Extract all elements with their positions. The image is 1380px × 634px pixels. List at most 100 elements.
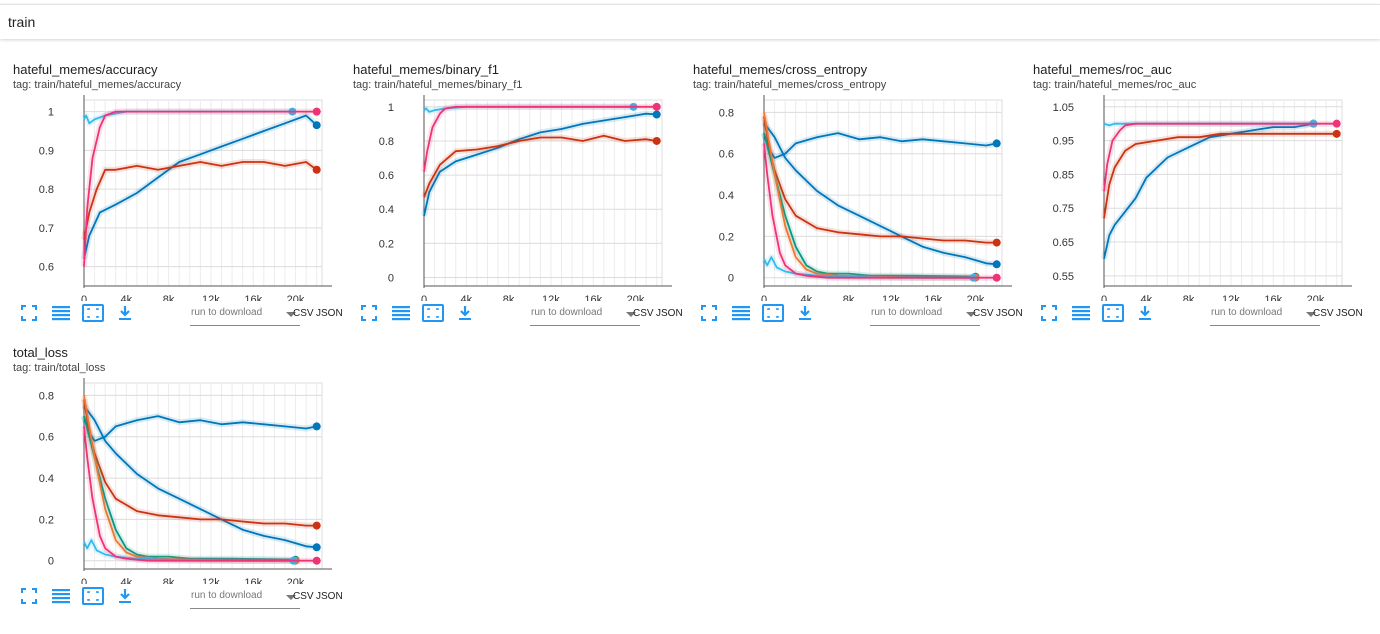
chart-plot[interactable]: 0 0.2 0.4 0.6 0.8 0 4k 8k 12k 16k 20k xyxy=(680,56,1015,301)
chart-toolbar: run to download CSV JSON xyxy=(0,303,343,333)
plot-area xyxy=(423,99,663,287)
fit-domain-button[interactable] xyxy=(81,303,105,327)
x-tick-label: 12k xyxy=(882,294,900,301)
run-download-select[interactable]: run to download xyxy=(190,588,300,609)
x-tick-label: 16k xyxy=(1264,294,1282,301)
fullscreen-button[interactable] xyxy=(357,303,381,327)
fit-domain-button[interactable] xyxy=(421,303,445,327)
fit-domain-icon xyxy=(82,586,104,610)
series-line xyxy=(83,415,317,442)
x-tick-label: 20k xyxy=(1307,294,1325,301)
x-tick-label: 0 xyxy=(761,294,767,301)
csv-link[interactable]: CSV xyxy=(633,308,654,319)
y-tick-label: 0.65 xyxy=(1053,237,1074,249)
json-link[interactable]: JSON xyxy=(316,308,343,319)
log-scale-button[interactable] xyxy=(49,586,73,610)
series-end-point xyxy=(312,121,321,130)
download-icon xyxy=(458,305,472,326)
log-scale-icon xyxy=(732,305,750,326)
log-scale-button[interactable] xyxy=(49,303,73,327)
log-scale-button[interactable] xyxy=(389,303,413,327)
fullscreen-button[interactable] xyxy=(697,303,721,327)
download-icon xyxy=(118,305,132,326)
fullscreen-icon xyxy=(701,304,717,326)
run-download-select[interactable]: run to download xyxy=(1210,305,1320,326)
y-tick-label: 0.4 xyxy=(379,204,394,216)
fit-domain-button[interactable] xyxy=(761,303,785,327)
chevron-down-icon xyxy=(286,312,296,317)
fullscreen-icon xyxy=(1041,304,1057,326)
download-button[interactable] xyxy=(1133,303,1157,327)
chart-tag: tag: train/hateful_memes/cross_entropy xyxy=(693,79,887,91)
x-tick-label: 0 xyxy=(1101,294,1107,301)
run-download-select[interactable]: run to download xyxy=(870,305,980,326)
fullscreen-button[interactable] xyxy=(1037,303,1061,327)
fullscreen-button[interactable] xyxy=(17,303,41,327)
series-line xyxy=(423,105,657,172)
fit-domain-button[interactable] xyxy=(81,586,105,610)
series-line xyxy=(83,426,317,562)
chart-plot[interactable]: 0 0.2 0.4 0.6 0.8 1 0 4k 8k 12k 16k 20k xyxy=(340,56,675,301)
y-tick-label: 0.8 xyxy=(39,184,54,196)
y-tick-label: 0.4 xyxy=(39,473,54,485)
section-title: train xyxy=(8,14,36,30)
series-line xyxy=(763,132,997,159)
series-end-point xyxy=(1332,119,1341,128)
series-end-point xyxy=(312,422,321,431)
download-button[interactable] xyxy=(113,303,137,327)
y-tick-label: 0 xyxy=(48,556,54,568)
series-end-point xyxy=(992,273,1001,282)
chevron-down-icon xyxy=(966,312,976,317)
run-download-placeholder: run to download xyxy=(871,307,943,318)
csv-link[interactable]: CSV xyxy=(293,308,314,319)
chart-card: hateful_memes/accuracy tag: train/hateful… xyxy=(0,56,343,341)
log-scale-button[interactable] xyxy=(729,303,753,327)
series-line xyxy=(1103,122,1337,192)
csv-link[interactable]: CSV xyxy=(1313,308,1334,319)
section-header[interactable]: train xyxy=(0,4,1380,39)
x-tick-label: 16k xyxy=(924,294,942,301)
json-link[interactable]: JSON xyxy=(316,591,343,602)
fit-domain-icon xyxy=(82,303,104,327)
x-tick-label: 20k xyxy=(627,294,645,301)
download-button[interactable] xyxy=(453,303,477,327)
chart-tag: tag: train/hateful_memes/binary_f1 xyxy=(353,79,523,91)
plot-area xyxy=(763,99,1003,287)
json-link[interactable]: JSON xyxy=(656,308,683,319)
chart-plot[interactable]: 0.55 0.65 0.75 0.85 0.95 1.05 0 4k 8k 12k 16k 20k xyxy=(1020,56,1355,301)
run-download-select[interactable]: run to download xyxy=(530,305,640,326)
y-tick-label: 0.85 xyxy=(1053,169,1074,181)
chart-plot[interactable]: 0.6 0.7 0.8 0.9 1 0 4k 8k 12k 16k 20k xyxy=(0,56,335,301)
y-tick-label: 0 xyxy=(728,273,734,285)
x-tick-label: 8k xyxy=(843,294,855,301)
x-tick-label: 8k xyxy=(163,577,175,584)
run-download-select[interactable]: run to download xyxy=(190,305,300,326)
chart-plot[interactable]: 0 0.2 0.4 0.6 0.8 0 4k 8k 12k 16k 20k xyxy=(0,339,335,584)
fullscreen-button[interactable] xyxy=(17,586,41,610)
csv-link[interactable]: CSV xyxy=(973,308,994,319)
y-tick-label: 0.6 xyxy=(39,432,54,444)
fullscreen-icon xyxy=(21,587,37,609)
download-button[interactable] xyxy=(113,586,137,610)
run-download-placeholder: run to download xyxy=(191,590,263,601)
y-tick-label: 0.7 xyxy=(39,223,54,235)
json-link[interactable]: JSON xyxy=(1336,308,1363,319)
download-button[interactable] xyxy=(793,303,817,327)
series-end-point xyxy=(652,110,661,119)
series-line xyxy=(423,134,657,198)
y-tick-label: 1.05 xyxy=(1053,102,1074,114)
y-tick-label: 0.55 xyxy=(1053,271,1074,283)
fit-domain-button[interactable] xyxy=(1101,303,1125,327)
json-link[interactable]: JSON xyxy=(996,308,1023,319)
x-tick-label: 12k xyxy=(202,294,220,301)
x-tick-label: 20k xyxy=(287,577,305,584)
series-line xyxy=(1103,122,1314,260)
csv-link[interactable]: CSV xyxy=(293,591,314,602)
log-scale-button[interactable] xyxy=(1069,303,1093,327)
series-end-point xyxy=(652,136,661,145)
x-tick-label: 4k xyxy=(120,577,132,584)
chart-card: hateful_memes/cross_entropy tag: train/ha… xyxy=(680,56,1023,341)
y-tick-label: 0.2 xyxy=(379,238,394,250)
series-end-point xyxy=(312,165,321,174)
series-end-point xyxy=(312,556,321,565)
